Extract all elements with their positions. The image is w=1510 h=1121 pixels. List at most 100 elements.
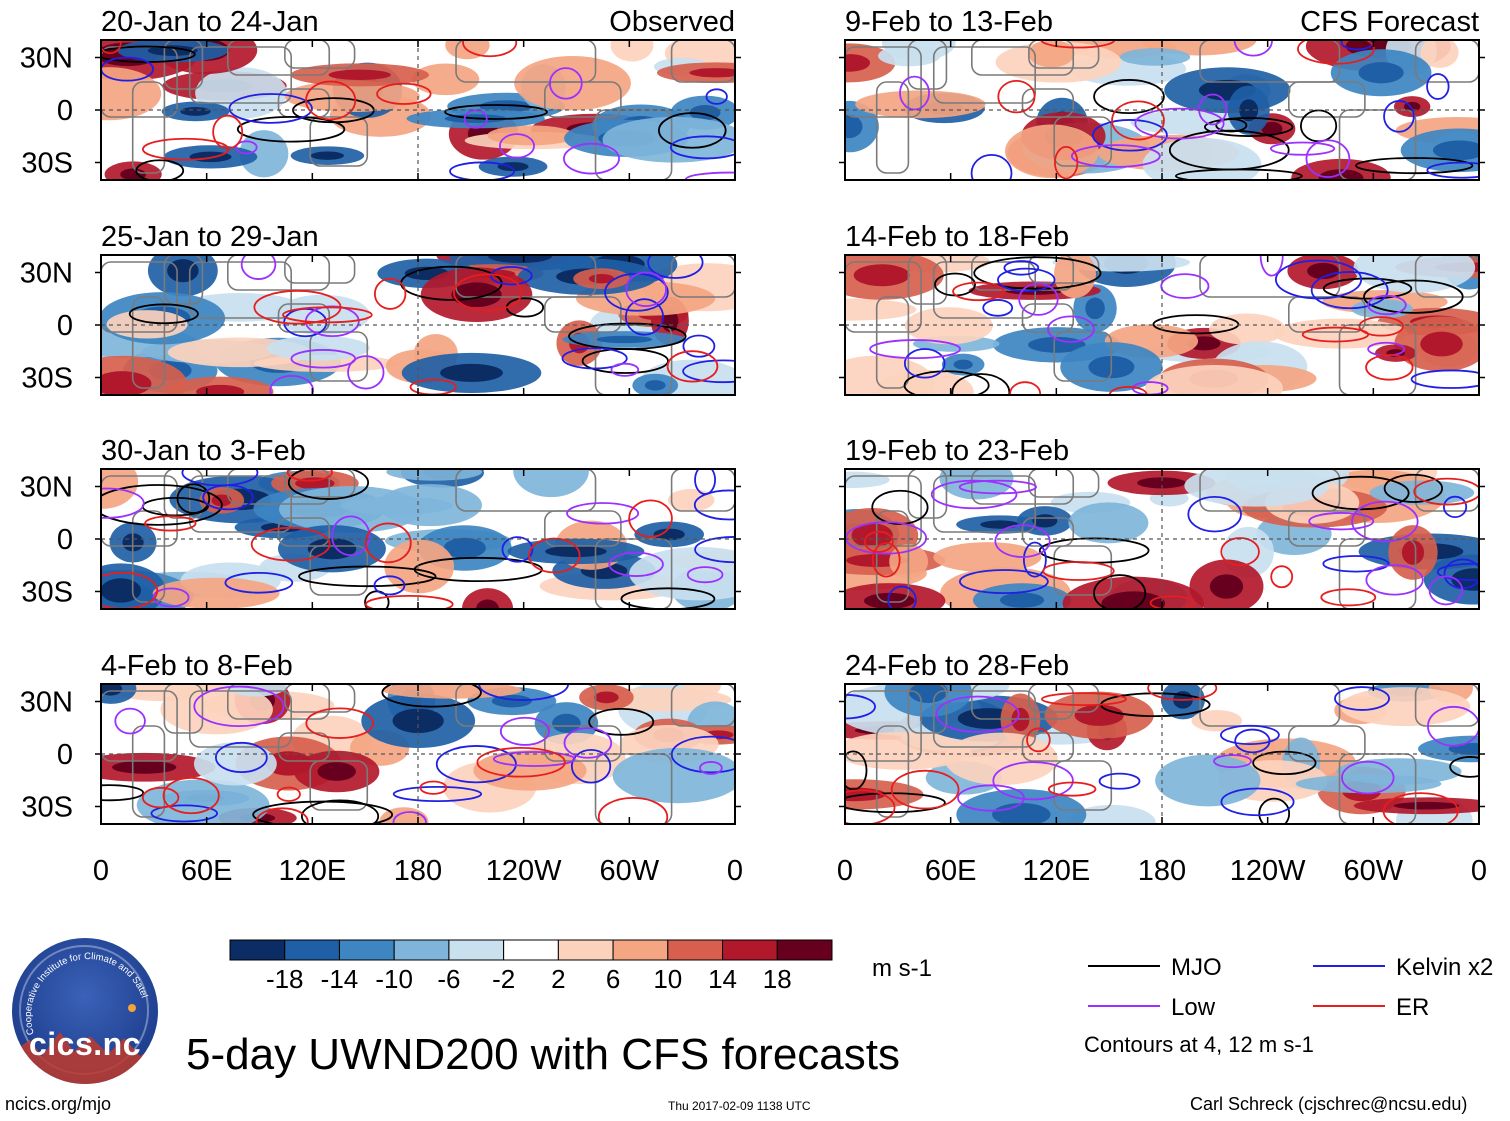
coastline [309, 760, 369, 811]
anomaly-blob [462, 588, 514, 609]
coastline [845, 690, 922, 762]
coastline [845, 475, 922, 547]
panel-period: 25-Jan to 29-Jan [101, 221, 319, 253]
x-tick-label: 120W [486, 855, 562, 887]
contour-er [863, 530, 894, 553]
contour-mjo [1252, 750, 1317, 776]
contour-low [563, 142, 620, 175]
anomaly-core [908, 684, 948, 703]
anomaly-core [1448, 742, 1479, 755]
anomaly-blob [386, 469, 483, 481]
contour-kelvin-x2 [501, 536, 534, 563]
contour-er [1320, 588, 1377, 607]
colorbar-tick-label: -6 [437, 964, 460, 994]
contour-er [250, 526, 331, 562]
coastline [1288, 725, 1366, 762]
contour-mjo [1215, 118, 1248, 133]
anomaly-field [101, 469, 735, 609]
coastline [875, 725, 910, 818]
anomaly-blob [160, 684, 273, 735]
anomaly-blob [1119, 48, 1191, 66]
colorbar-tick-label: 2 [551, 964, 565, 994]
anomaly-core [1028, 336, 1086, 353]
anomaly-core [392, 708, 444, 734]
anomaly-core [845, 115, 863, 139]
coastline [455, 40, 597, 83]
anomaly-blob [1145, 365, 1283, 395]
anomaly-core [1137, 477, 1186, 489]
colorbar-swatch [722, 939, 778, 961]
anomaly-core [488, 255, 552, 264]
coastline [543, 725, 622, 762]
contour-kelvin-x2 [150, 804, 219, 823]
anomaly-blob [411, 63, 480, 96]
anomaly-core [443, 537, 486, 559]
contour-kelvin-x2 [214, 741, 268, 774]
contour-mjo [1355, 157, 1474, 175]
coastline [1053, 116, 1113, 167]
contour-low [548, 67, 583, 100]
contour-er [462, 40, 518, 58]
contour-er [1111, 100, 1165, 141]
y-tick-label: 30S [21, 792, 73, 824]
anomaly-core [594, 691, 619, 704]
contour-er [1149, 595, 1195, 609]
contour-low [1134, 107, 1225, 140]
anomaly-blob [1191, 709, 1243, 732]
contour-er [141, 786, 180, 809]
anomaly-core [180, 107, 211, 116]
footer-url[interactable]: ncics.org/mjo [5, 1094, 112, 1114]
contour-er [1358, 316, 1404, 337]
contour-er [845, 789, 896, 824]
contour-low [392, 811, 427, 824]
contour-low [463, 109, 488, 129]
coastline [131, 725, 166, 818]
contour-mjo [1093, 79, 1165, 115]
panel-right-1: 9-Feb to 13-Feb CFS Forecast [839, 6, 1485, 181]
x-tick-label: 120W [1230, 855, 1306, 887]
contour-mjo [973, 256, 1102, 290]
x-tick-label: 180 [1138, 855, 1186, 887]
contour-low [235, 140, 258, 155]
anomaly-blob [904, 307, 993, 345]
x-tick-label: 180 [394, 855, 442, 887]
contour-er [476, 747, 566, 778]
contour-low [992, 761, 1074, 801]
colorbar-swatch [229, 939, 286, 961]
contour-er [144, 515, 197, 532]
anomaly-blob [875, 370, 974, 395]
contour-low [152, 587, 190, 608]
anomaly-core [1074, 704, 1124, 726]
coastline [971, 40, 1075, 76]
y-tick-label: 30N [20, 687, 73, 719]
contour-er [528, 537, 581, 574]
coastline [227, 40, 331, 76]
contour-er [952, 281, 1005, 302]
coastline [163, 40, 204, 90]
contour-kelvin-x2 [1187, 495, 1242, 533]
coastline [543, 510, 622, 547]
logo-arc-text: Cooperative Institute for Climate and Sa… [12, 938, 150, 1036]
anomaly-blob [1005, 124, 1099, 179]
anomaly-core [864, 592, 915, 609]
anomaly-core [1401, 540, 1425, 565]
colorbar-swatch [503, 939, 559, 961]
coastline [845, 46, 922, 118]
anomaly-core [689, 68, 735, 78]
logo-mountain [12, 1032, 158, 1084]
anomaly-blob [845, 471, 890, 489]
contour-mjo [1311, 475, 1410, 511]
legend-label: ER [1396, 994, 1429, 1021]
anomaly-blob [266, 335, 370, 361]
contour-mjo [1204, 117, 1294, 137]
contour-mjo [252, 800, 394, 824]
contour-kelvin-x2 [435, 745, 517, 784]
anomaly-blob [944, 732, 1058, 786]
anomaly-field [845, 469, 1479, 609]
coastline [101, 690, 178, 762]
colorbar-tick-label: 6 [606, 964, 620, 994]
contour-kelvin-x2 [228, 93, 313, 124]
contour-kelvin-x2 [1436, 562, 1479, 582]
contour-mjo [444, 104, 548, 120]
anomaly-field [845, 255, 1479, 395]
